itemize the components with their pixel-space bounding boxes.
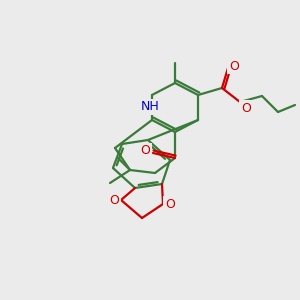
Text: O: O [109,194,119,206]
Text: O: O [165,197,175,211]
Text: O: O [241,101,251,115]
Text: O: O [229,59,239,73]
Text: O: O [140,145,150,158]
Text: NH: NH [141,100,159,113]
